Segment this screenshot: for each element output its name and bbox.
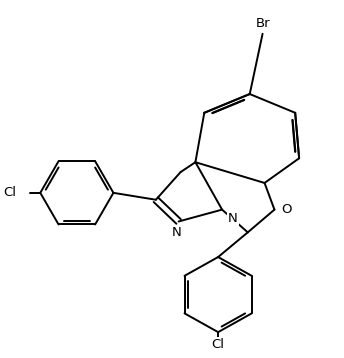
Text: N: N — [228, 212, 238, 225]
Text: N: N — [172, 226, 182, 239]
Text: Cl: Cl — [3, 186, 17, 199]
Text: Br: Br — [255, 18, 270, 30]
Text: O: O — [281, 203, 292, 216]
Text: Cl: Cl — [212, 338, 225, 352]
